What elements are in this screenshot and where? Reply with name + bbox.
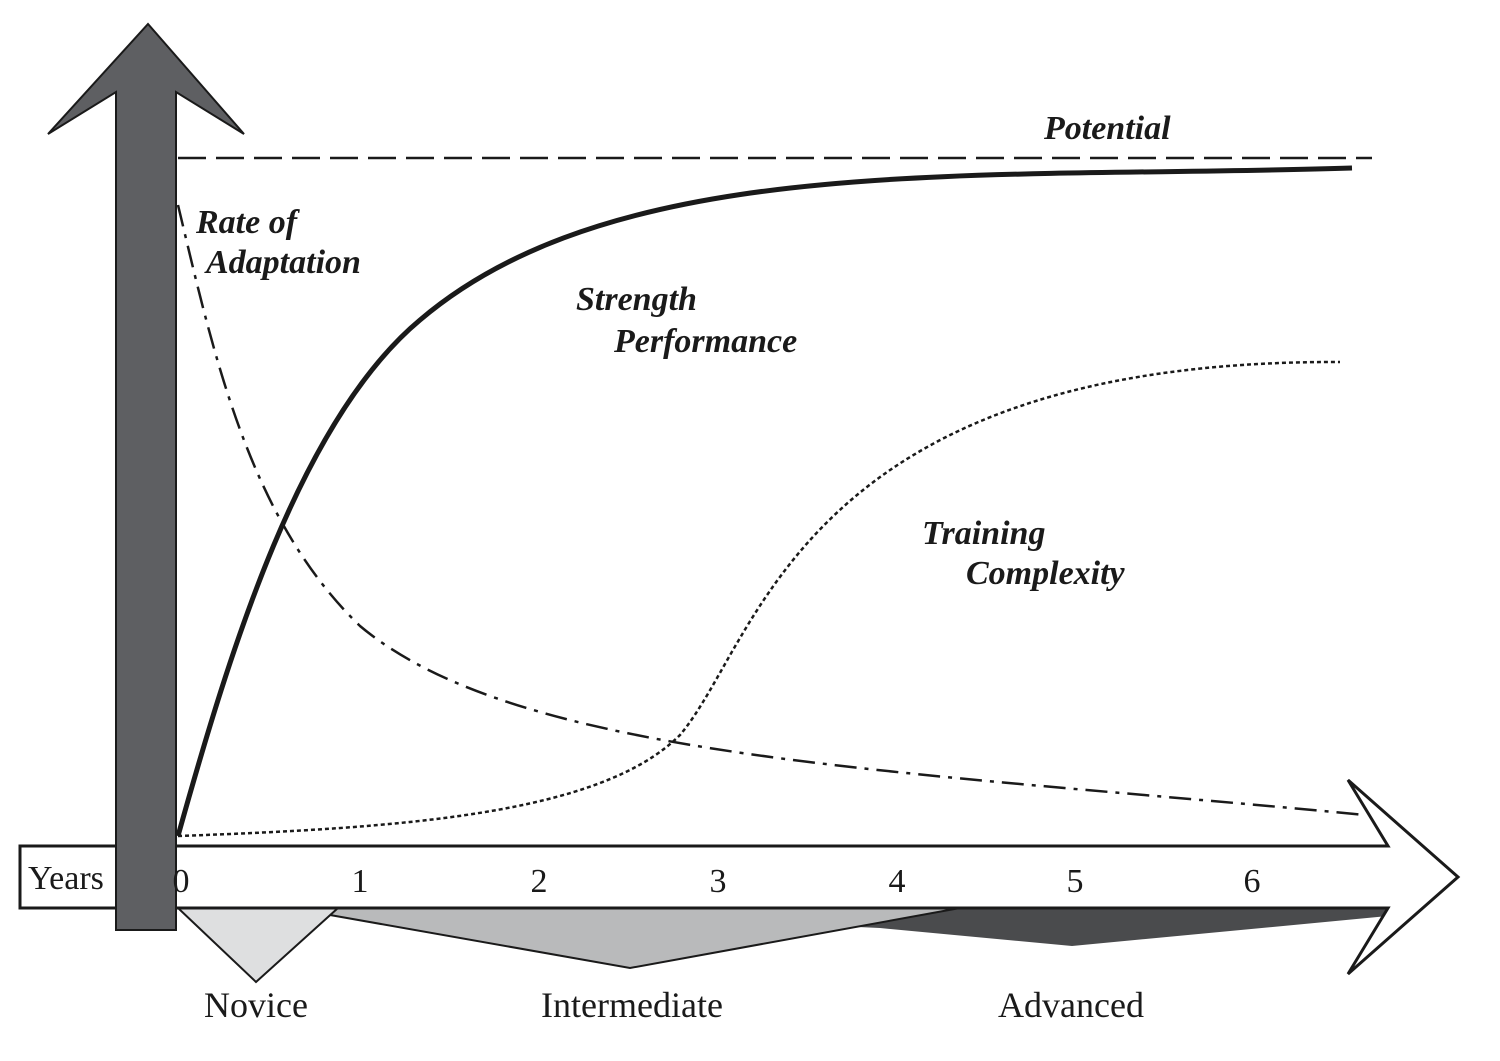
novice-stage-shape: [175, 907, 341, 984]
strength-performance-curve: [175, 165, 1353, 837]
training-complexity-label-line1: Training: [922, 515, 1045, 552]
training-complexity-curve: [177, 360, 1341, 838]
strength-performance-label-line2: Performance: [613, 323, 797, 360]
year-tick-4: 4: [889, 863, 906, 900]
year-tick-1: 1: [352, 863, 369, 900]
vertical-axis-arrow: [47, 22, 245, 931]
rate-of-adaptation-curve: [176, 204, 1366, 817]
year-tick-0: 0: [173, 863, 190, 900]
year-tick-6: 6: [1244, 863, 1261, 900]
stage-label-novice: Novice: [204, 985, 308, 1025]
years-axis-arrow: [18, 778, 1461, 976]
rate-of-adaptation-label-line2: Adaptation: [204, 244, 361, 281]
year-tick-3: 3: [710, 863, 727, 900]
years-axis-label: Years: [28, 860, 104, 897]
training-complexity-label-line2: Complexity: [966, 555, 1126, 592]
rate-of-adaptation-label-line1: Rate of: [195, 204, 301, 241]
strength-performance-label-line1: Strength: [576, 281, 697, 318]
stage-label-advanced: Advanced: [998, 985, 1144, 1025]
stage-label-intermediate: Intermediate: [541, 985, 723, 1025]
potential-label: Potential: [1043, 110, 1171, 147]
year-tick-2: 2: [531, 863, 548, 900]
year-tick-5: 5: [1067, 863, 1084, 900]
